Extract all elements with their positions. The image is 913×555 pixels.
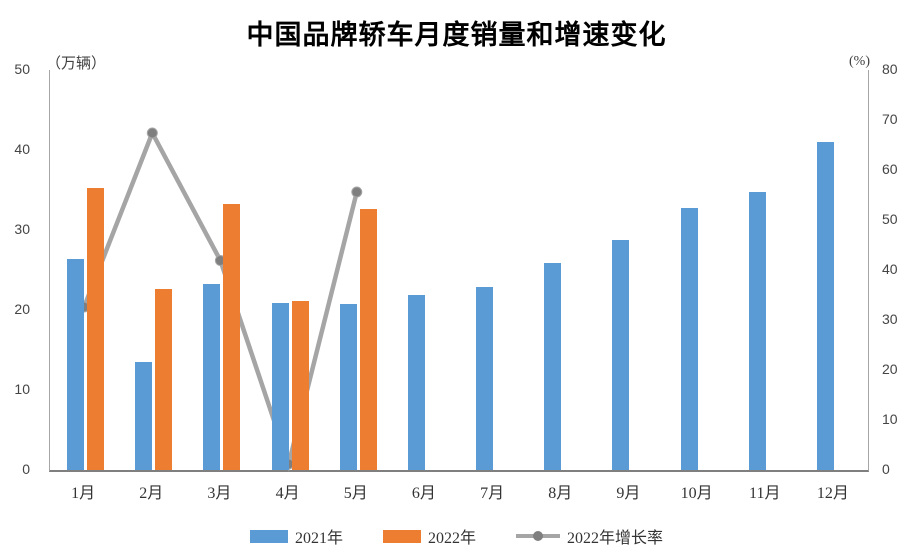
right-axis-tick-label: 30 [882,311,898,327]
right-axis-tick-label: 40 [882,261,898,277]
left-axis-tick-label: 50 [14,61,30,77]
legend-item-2021: 2021年 [249,524,343,548]
growth-marker [146,127,158,139]
x-axis-label: 3月 [207,485,232,502]
x-axis-label: 9月 [616,485,641,502]
x-axis-label: 6月 [411,485,436,502]
legend-swatch-2021 [249,529,288,543]
right-axis-tick-label: 10 [882,411,898,427]
x-axis-label: 4月 [275,485,300,502]
right-axis-tick-label: 50 [882,211,898,227]
left-axis-tick-label: 10 [14,381,30,397]
bar-2021-6月 [407,294,425,470]
legend-item-2022: 2022年 [382,524,476,548]
bar-2021-11月 [748,191,766,470]
bar-2021-3月 [203,283,221,470]
legend-label-2021: 2021年 [294,530,343,547]
plot-area [49,70,869,473]
growth-marker [351,186,363,198]
right-axis-tick-label: 0 [882,461,890,477]
x-axis-label: 12月 [816,485,849,502]
bar-2021-10月 [680,208,698,470]
growth-line [82,127,359,473]
right-axis-tick-label: 20 [882,361,898,377]
left-axis-tick-label: 30 [14,221,30,237]
bar-2022-3月 [223,204,241,470]
left-axis-tick-label: 20 [14,301,30,317]
x-axis-label: 5月 [343,485,368,502]
x-axis-label: 11月 [749,485,781,502]
left-axis-tick-label: 0 [22,461,30,477]
bar-2021-1月 [67,258,85,470]
legend-label-2022: 2022年 [427,530,476,547]
legend-item-growth: 2022年增长率 [516,524,663,548]
bar-2021-8月 [544,262,562,470]
chart-title: 中国品牌轿车月度销量和增速变化 [246,20,667,50]
legend-label-growth: 2022年增长率 [567,530,664,547]
right-axis-tick-label: 80 [882,61,898,77]
bar-2022-2月 [155,289,173,470]
right-axis-tick-label: 70 [882,111,898,127]
bar-2022-5月 [359,209,377,470]
bar-2021-9月 [612,239,630,470]
right-axis-tick-label: 60 [882,161,898,177]
left-axis-tick-label: 40 [14,141,30,157]
x-axis-label: 10月 [680,485,713,502]
bar-2022-1月 [87,187,105,470]
legend-line-swatch [516,530,560,542]
legend-swatch-2022 [382,529,421,543]
bar-2021-5月 [339,303,357,470]
bar-2021-12月 [816,142,834,470]
growth-line-layer [78,127,363,473]
bar-2021-7月 [476,286,494,470]
right-axis-unit-label: (%) [849,54,870,69]
legend: 2021年 2022年 2022年增长率 [0,524,913,548]
bar-2021-2月 [135,362,153,470]
legend-line-marker [533,531,543,541]
bar-2021-4月 [271,302,289,470]
x-axis-label: 7月 [480,485,505,502]
left-axis-unit-label: （万辆） [46,56,107,72]
x-axis-label: 2月 [139,485,164,502]
bar-2022-4月 [291,301,309,470]
x-axis-label: 8月 [548,485,573,502]
x-axis-label: 1月 [71,485,96,502]
